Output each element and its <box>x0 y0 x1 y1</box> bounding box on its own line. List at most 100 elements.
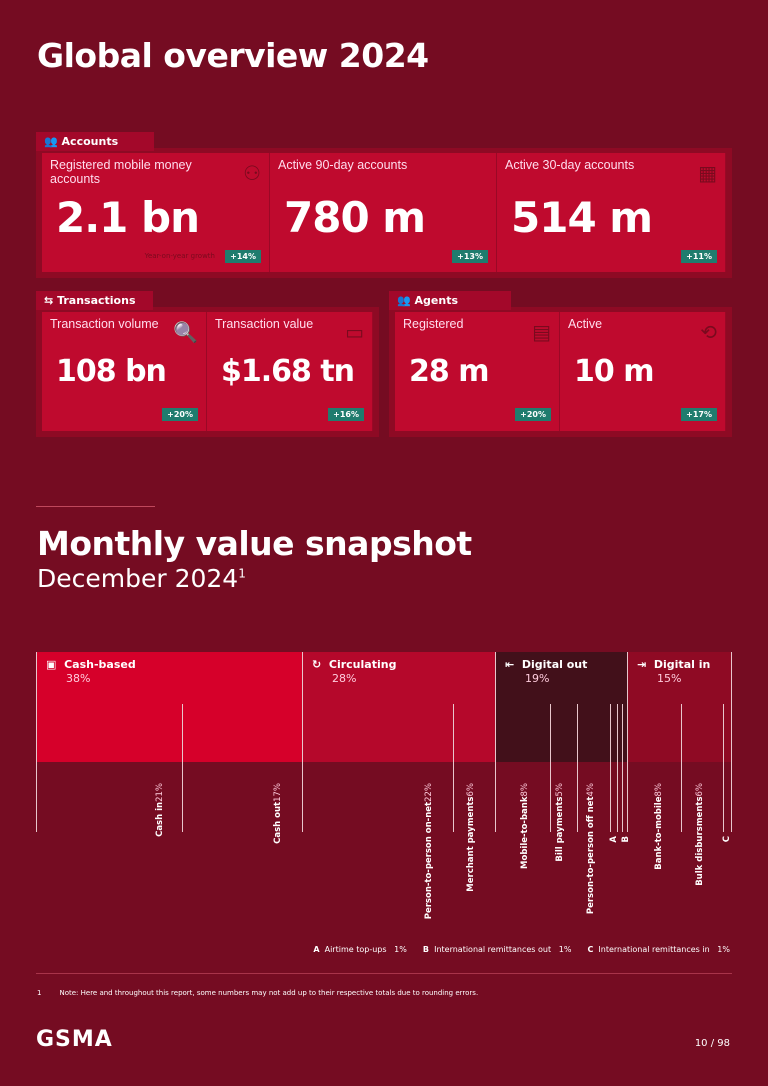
active-30-card: Active 30-day accounts ▦ 514 m +11% <box>497 153 726 272</box>
divider-line <box>610 704 611 832</box>
item-bulk-disbursments: Bulk disbursments6% <box>695 783 705 886</box>
item-cash-out: Cash out17% <box>273 783 283 844</box>
divider-line <box>577 704 578 832</box>
accounts-tab: 👥 Accounts <box>36 132 154 151</box>
legend-item-b: B International remittances out 1% <box>423 945 572 954</box>
item-mobile-to-bank: Mobile-to-bank8% <box>520 783 530 869</box>
transaction-volume-card: Transaction volume 🔍 108 bn +20% <box>42 312 207 431</box>
legend-label: International remittances out <box>434 945 552 954</box>
item-name: Person-to-person off net <box>586 796 596 915</box>
cash-register-icon: ▣ <box>46 658 57 671</box>
growth-badge: +13% <box>452 250 488 263</box>
page-number: 10 / 98 <box>694 1038 730 1049</box>
growth-badge: +20% <box>515 408 551 421</box>
item-pct: 21% <box>155 783 165 802</box>
card-value: 108 bn <box>56 354 167 389</box>
growth-badge: +20% <box>162 408 198 421</box>
item-pct: 8% <box>520 783 530 797</box>
divider-line <box>495 652 496 832</box>
card-value: 10 m <box>574 354 654 389</box>
card-label: Registered mobile money accounts <box>50 158 192 186</box>
transactions-tab: ⇆ Transactions <box>36 291 153 310</box>
item-name: Mobile-to-bank <box>520 796 530 869</box>
segment-cash-based: ▣ Cash-based 38% <box>36 652 302 762</box>
item-a: A <box>609 836 619 843</box>
item-p2p-on-net: Person-to-person on-net22% <box>424 783 434 919</box>
money-icon: ▭ <box>345 320 364 344</box>
snapshot-subtitle: December 20241 <box>37 564 246 593</box>
card-value: 780 m <box>284 193 426 242</box>
divider-line <box>36 652 37 832</box>
segment-pct: 19% <box>525 672 550 685</box>
legend-label: International remittances in <box>598 945 710 954</box>
item-pct: 5% <box>555 783 565 797</box>
legend-pct: 1% <box>717 945 730 954</box>
item-name: B <box>621 836 631 843</box>
item-name: Bill payments <box>555 796 565 862</box>
registered-accounts-card: Registered mobile money accounts ⚇ 2.1 b… <box>42 153 270 272</box>
footnote: 1 Note: Here and throughout this report, … <box>37 989 478 997</box>
item-name: C <box>722 836 732 843</box>
segment-name: Digital in <box>653 658 711 671</box>
active-agents-card: Active ⟲ 10 m +17% <box>560 312 726 431</box>
divider-line <box>627 652 628 832</box>
transactions-tab-label: Transactions <box>57 294 136 307</box>
card-label: Active 30-day accounts <box>505 158 635 172</box>
legend-key: B <box>422 945 429 954</box>
accounts-tab-label: Accounts <box>61 135 119 148</box>
page-title: Global overview 2024 <box>37 36 429 75</box>
item-pct: 4% <box>586 783 596 797</box>
card-value: 28 m <box>409 354 489 389</box>
agents-tab: 👥 Agents <box>389 291 511 310</box>
growth-badge: +14% <box>225 250 261 263</box>
card-label: Transaction value <box>215 317 314 331</box>
growth-badge: +16% <box>328 408 364 421</box>
sign-in-icon: ⇥ <box>637 658 647 671</box>
card-label: Active 90-day accounts <box>278 158 408 172</box>
growth-label: Year-on-year growth <box>144 252 215 260</box>
item-merchant-payments: Merchant payments6% <box>466 783 476 892</box>
legend-key: C <box>587 945 594 954</box>
divider-line <box>723 704 724 832</box>
divider-line <box>681 704 682 832</box>
legend-item-c: C International remittances in 1% <box>587 945 730 954</box>
segment-circulating: ↻ Circulating 28% <box>302 652 495 762</box>
legend: A Airtime top-ups 1% B International rem… <box>313 945 730 954</box>
item-pct: 6% <box>466 783 476 797</box>
item-name: Bank-to-mobile <box>654 796 664 870</box>
item-name: A <box>609 836 619 843</box>
divider-line <box>617 704 618 832</box>
item-pct: 6% <box>695 783 705 797</box>
segment-pct: 15% <box>657 672 682 685</box>
users-icon: ⚇ <box>243 161 261 185</box>
divider-line <box>302 652 303 832</box>
registered-agents-card: Registered ▤ 28 m +20% <box>395 312 560 431</box>
card-value: $1.68 tn <box>221 354 355 389</box>
card-label: Active <box>568 317 603 331</box>
divider-line <box>453 704 454 832</box>
id-card-icon: ▤ <box>532 320 551 344</box>
segment-name: Digital out <box>521 658 588 671</box>
legend-key: A <box>313 945 320 954</box>
refresh-icon: ↻ <box>312 658 322 671</box>
growth-badge: +11% <box>681 250 717 263</box>
item-pct: 17% <box>273 783 283 802</box>
legend-item-a: A Airtime top-ups 1% <box>313 945 407 954</box>
segment-name: Cash-based <box>64 658 136 671</box>
item-p2p-off-net: Person-to-person off net4% <box>586 783 596 914</box>
card-value: 2.1 bn <box>56 193 200 242</box>
active-90-card: Active 90-day accounts 780 m +13% <box>270 153 497 272</box>
sign-out-icon: ⇤ <box>505 658 515 671</box>
calendar-icon: ▦ <box>698 161 717 185</box>
segment-name: Circulating <box>328 658 397 671</box>
gsma-logo: GSMA <box>36 1027 113 1052</box>
item-name: Merchant payments <box>466 796 476 892</box>
segment-pct: 38% <box>66 672 91 685</box>
users-icon: 👥 <box>44 135 58 148</box>
agents-icon: 👥 <box>397 294 411 307</box>
divider-line <box>731 652 732 832</box>
card-label: Registered <box>403 317 464 331</box>
item-bill-payments: Bill payments5% <box>555 783 565 862</box>
footnote-number: 1 <box>37 989 42 997</box>
footnote-ref: 1 <box>238 566 246 581</box>
